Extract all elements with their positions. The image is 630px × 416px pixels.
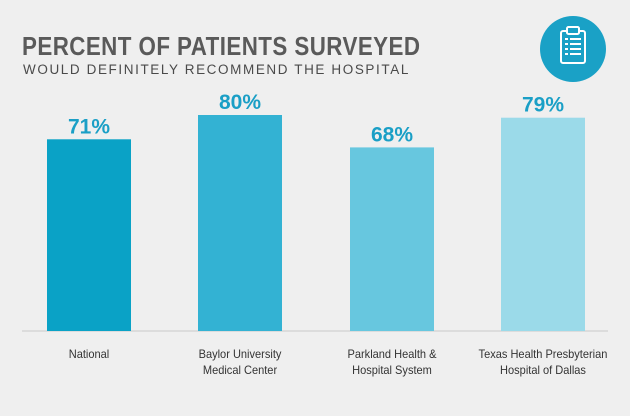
bar-1 xyxy=(47,139,131,331)
category-label-line: National xyxy=(68,347,110,361)
category-label-1: National xyxy=(20,346,158,362)
category-label-3: Parkland Health & Hospital System xyxy=(323,346,461,378)
clipboard-icon xyxy=(560,26,586,64)
category-label-line: Texas Health Presbyterian xyxy=(478,347,608,361)
bar-2 xyxy=(198,115,282,331)
data-label-3: 68% xyxy=(371,123,413,146)
category-label-line: Parkland Health & xyxy=(347,347,437,361)
data-label-1: 71% xyxy=(68,115,110,138)
data-label-2: 80% xyxy=(219,91,261,114)
chart-title: PERCENT OF PATIENTS SURVEYED xyxy=(22,31,421,61)
data-label-4: 79% xyxy=(522,94,564,117)
clipboard-badge xyxy=(540,16,606,82)
category-label-line: Baylor University xyxy=(198,347,282,361)
category-label-line: Hospital System xyxy=(352,363,432,377)
category-label-2: Baylor University Medical Center xyxy=(171,346,309,378)
bar-4 xyxy=(501,117,585,331)
bar-3 xyxy=(350,147,434,331)
category-label-line: Medical Center xyxy=(202,363,278,377)
category-label-line: Hospital of Dallas xyxy=(500,363,586,377)
chart-subtitle: WOULD DEFINITELY RECOMMEND THE HOSPITAL xyxy=(23,62,410,77)
category-label-4: Texas Health Presbyterian Hospital of Dal… xyxy=(474,346,612,378)
